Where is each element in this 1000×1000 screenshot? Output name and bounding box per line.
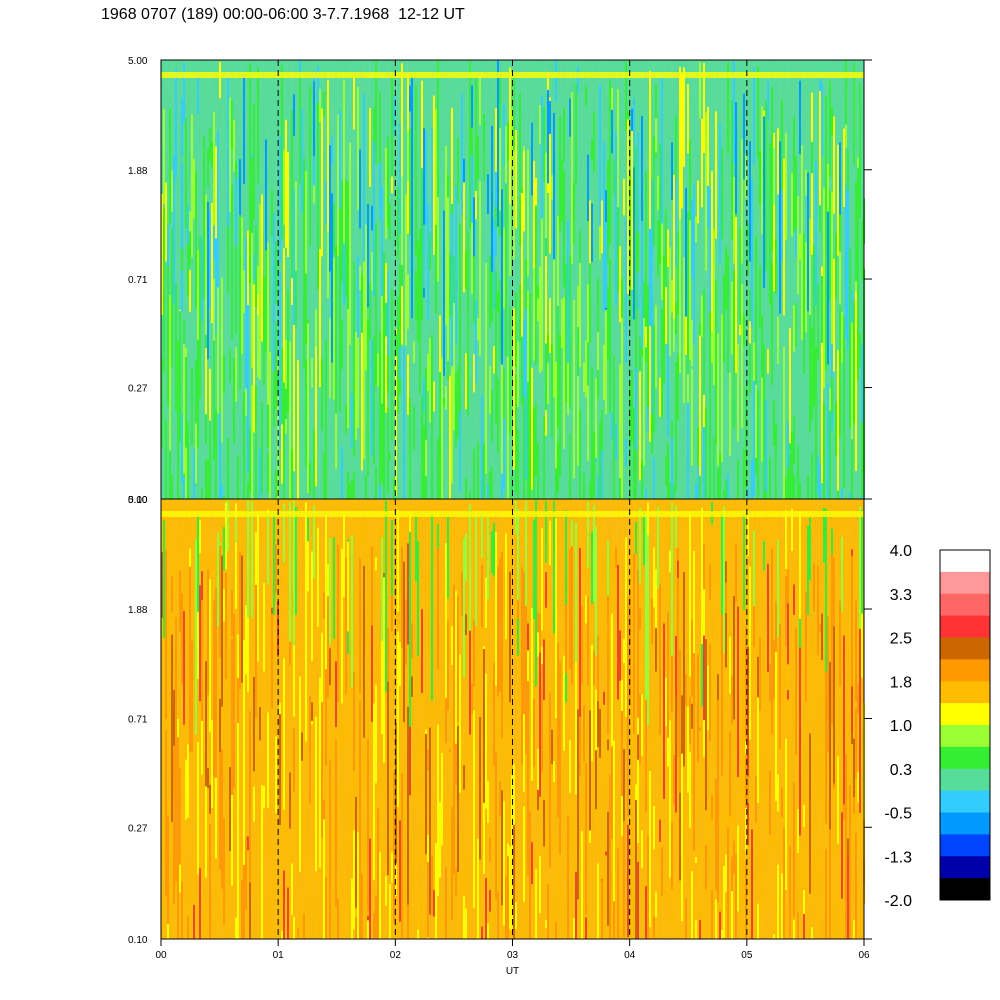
x-axis-label: UT	[506, 966, 519, 977]
colorbar-segment-15	[940, 878, 990, 901]
y-tick-label-bottom-1: 1.88	[128, 605, 148, 616]
x-tick-label-5: 05	[741, 950, 753, 961]
colorbar-segment-10	[940, 768, 990, 792]
colorbar-segment-3	[940, 615, 990, 638]
x-tick-label-3: 03	[507, 950, 519, 961]
x-tick-label-2: 02	[390, 950, 402, 961]
colorbar-segment-8	[940, 725, 990, 748]
x-tick-label-4: 04	[624, 950, 636, 961]
y-tick-label-top-0: 5.00	[128, 56, 148, 67]
colorbar-segment-6	[940, 681, 990, 704]
colorbar-segment-1	[940, 571, 990, 595]
y-tick-label-top-2: 0.71	[128, 275, 148, 286]
colorbar-segment-11	[940, 790, 990, 813]
colorbar-segment-14	[940, 856, 990, 879]
colorbar-label-7: -1.3	[884, 849, 912, 866]
x-tick-label-1: 01	[273, 950, 285, 961]
colorbar-label-1: 3.3	[890, 587, 912, 604]
y-tick-label-bottom-3: 0.27	[128, 823, 148, 834]
colorbar-label-5: 0.3	[890, 762, 912, 779]
colorbar-frame	[939, 549, 991, 901]
y-tick-label-bottom-0: 5.00	[128, 495, 148, 506]
y-tick-label-top-3: 0.27	[128, 384, 148, 395]
colorbar-label-3: 1.8	[890, 674, 912, 691]
y-tick-label-top-1: 1.88	[128, 166, 148, 177]
colorbar-segment-12	[940, 812, 990, 835]
chart-title: 1968 0707 (189) 00:00-06:00 3-7.7.1968 1…	[101, 6, 465, 23]
colorbar-segment-7	[940, 703, 990, 726]
y-tick-label-bottom-2: 0.71	[128, 715, 148, 726]
colorbar-segment-2	[940, 593, 990, 617]
colorbar-segment-4	[940, 637, 990, 660]
colorbar-label-2: 2.5	[890, 631, 912, 648]
colorbar-label-0: 4.0	[890, 543, 912, 560]
colorbar-label-8: -2.0	[884, 893, 912, 910]
colorbar: 4.0 3.3 2.5 1.8 1.0 0.3 -0.5 -1.3 -2.0	[884, 543, 991, 910]
colorbar-segment-9	[940, 746, 990, 770]
x-tick-label-0: 00	[155, 950, 167, 961]
axes: 5.001.880.710.270.105.001.880.710.270.10…	[128, 56, 872, 977]
x-tick-label-6: 06	[858, 950, 870, 961]
colorbar-segment-13	[940, 834, 990, 857]
colorbar-label-6: -0.5	[884, 806, 912, 823]
colorbar-label-4: 1.0	[890, 718, 912, 735]
colorbar-segment-0	[940, 550, 990, 573]
colorbar-segment-5	[940, 659, 990, 682]
y-tick-label-top-4: 0.10	[128, 495, 148, 506]
y-tick-label-bottom-4: 0.10	[128, 935, 148, 946]
